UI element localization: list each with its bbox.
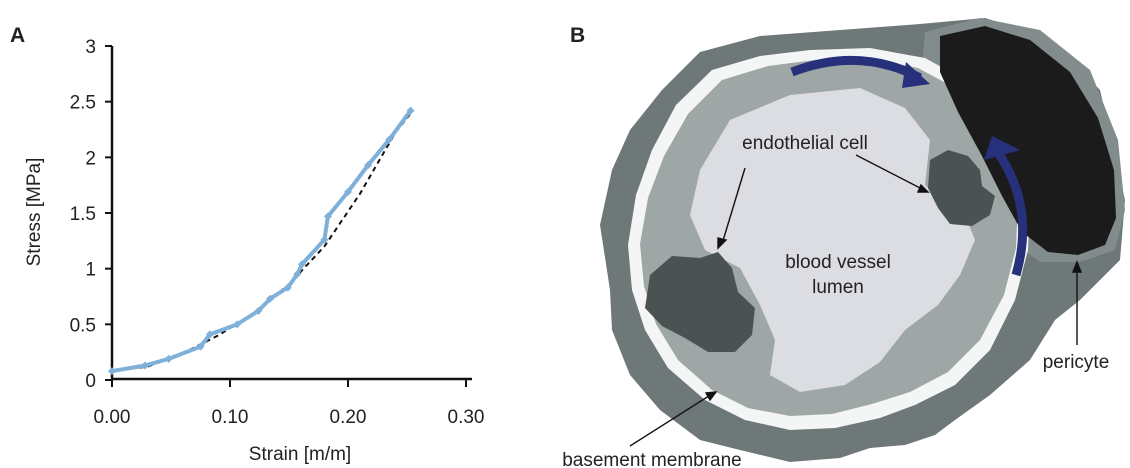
y-tick-label: 3 (85, 37, 96, 58)
data-point (385, 135, 394, 144)
arrows (790, 55, 1028, 277)
nucleus-right (928, 150, 995, 226)
y-tick-label: 0 (85, 371, 96, 392)
data-point (164, 354, 173, 363)
lumen (690, 88, 975, 392)
data-point (233, 320, 242, 329)
arrowhead-basement (704, 391, 718, 402)
panel-a: A 0 0.5 1 1.5 2 2.5 3 0.00 0.10 0.20 0.30 Strain … (10, 24, 484, 465)
x-tick-label: 0.20 (330, 407, 367, 428)
data-point (323, 212, 332, 221)
series-fit (111, 109, 414, 373)
series-measured (108, 106, 415, 376)
data-point (283, 283, 292, 292)
y-tick-label: 1 (85, 260, 96, 281)
y-tick-label: 1.5 (70, 204, 96, 225)
label-lumen-line2: lumen (812, 277, 864, 298)
x-tick-label: 0.00 (94, 407, 131, 428)
measured-line (111, 109, 413, 374)
label-pericyte: pericyte (1043, 352, 1110, 373)
data-point (293, 270, 302, 279)
leader-basement (629, 393, 713, 447)
data-point (196, 342, 205, 351)
label-endothelial-cell: endothelial cell (742, 133, 868, 154)
data-point (344, 187, 352, 196)
arrowhead-top (902, 62, 930, 88)
y-tick-label: 2.5 (70, 93, 96, 114)
arrowhead-pericyte (1071, 260, 1083, 273)
x-tick-label: 0.30 (448, 407, 485, 428)
chart-axes (110, 46, 472, 381)
y-tick-label: 0.5 (70, 315, 96, 336)
nucleus-left (645, 252, 755, 352)
data-point (297, 260, 306, 269)
pericyte-body (940, 26, 1116, 255)
panel-b: B (562, 18, 1125, 468)
curved-arrow-right (992, 147, 1028, 277)
arrowhead-endo-left (717, 237, 728, 250)
leader-lines (629, 154, 1083, 447)
leader-endothelial-left (721, 167, 746, 245)
data-point (254, 306, 263, 315)
y-axis-label: Stress [MPa] (24, 158, 45, 267)
data-point (266, 294, 275, 303)
label-lumen-line1: blood vessel (785, 252, 891, 273)
arrowhead-endo-right (916, 183, 930, 193)
data-point (406, 106, 415, 115)
x-axis-label: Strain [m/m] (249, 444, 351, 465)
data-point (364, 161, 373, 170)
fit-line (111, 109, 414, 373)
y-ticks: 0 0.5 1 1.5 2 2.5 3 (70, 37, 112, 392)
data-point (108, 367, 116, 376)
arrowhead-right (984, 136, 1020, 160)
leader-endothelial-right (855, 154, 925, 191)
panel-a-letter: A (10, 24, 25, 47)
data-point (320, 235, 329, 244)
panel-b-letter: B (570, 24, 585, 47)
y-tick-label: 2 (85, 148, 96, 169)
data-point (141, 361, 150, 370)
x-ticks: 0.00 0.10 0.20 0.30 (94, 380, 485, 428)
x-tick-label: 0.10 (212, 407, 249, 428)
label-basement-membrane: basement membrane (562, 450, 742, 468)
data-point (205, 330, 214, 339)
